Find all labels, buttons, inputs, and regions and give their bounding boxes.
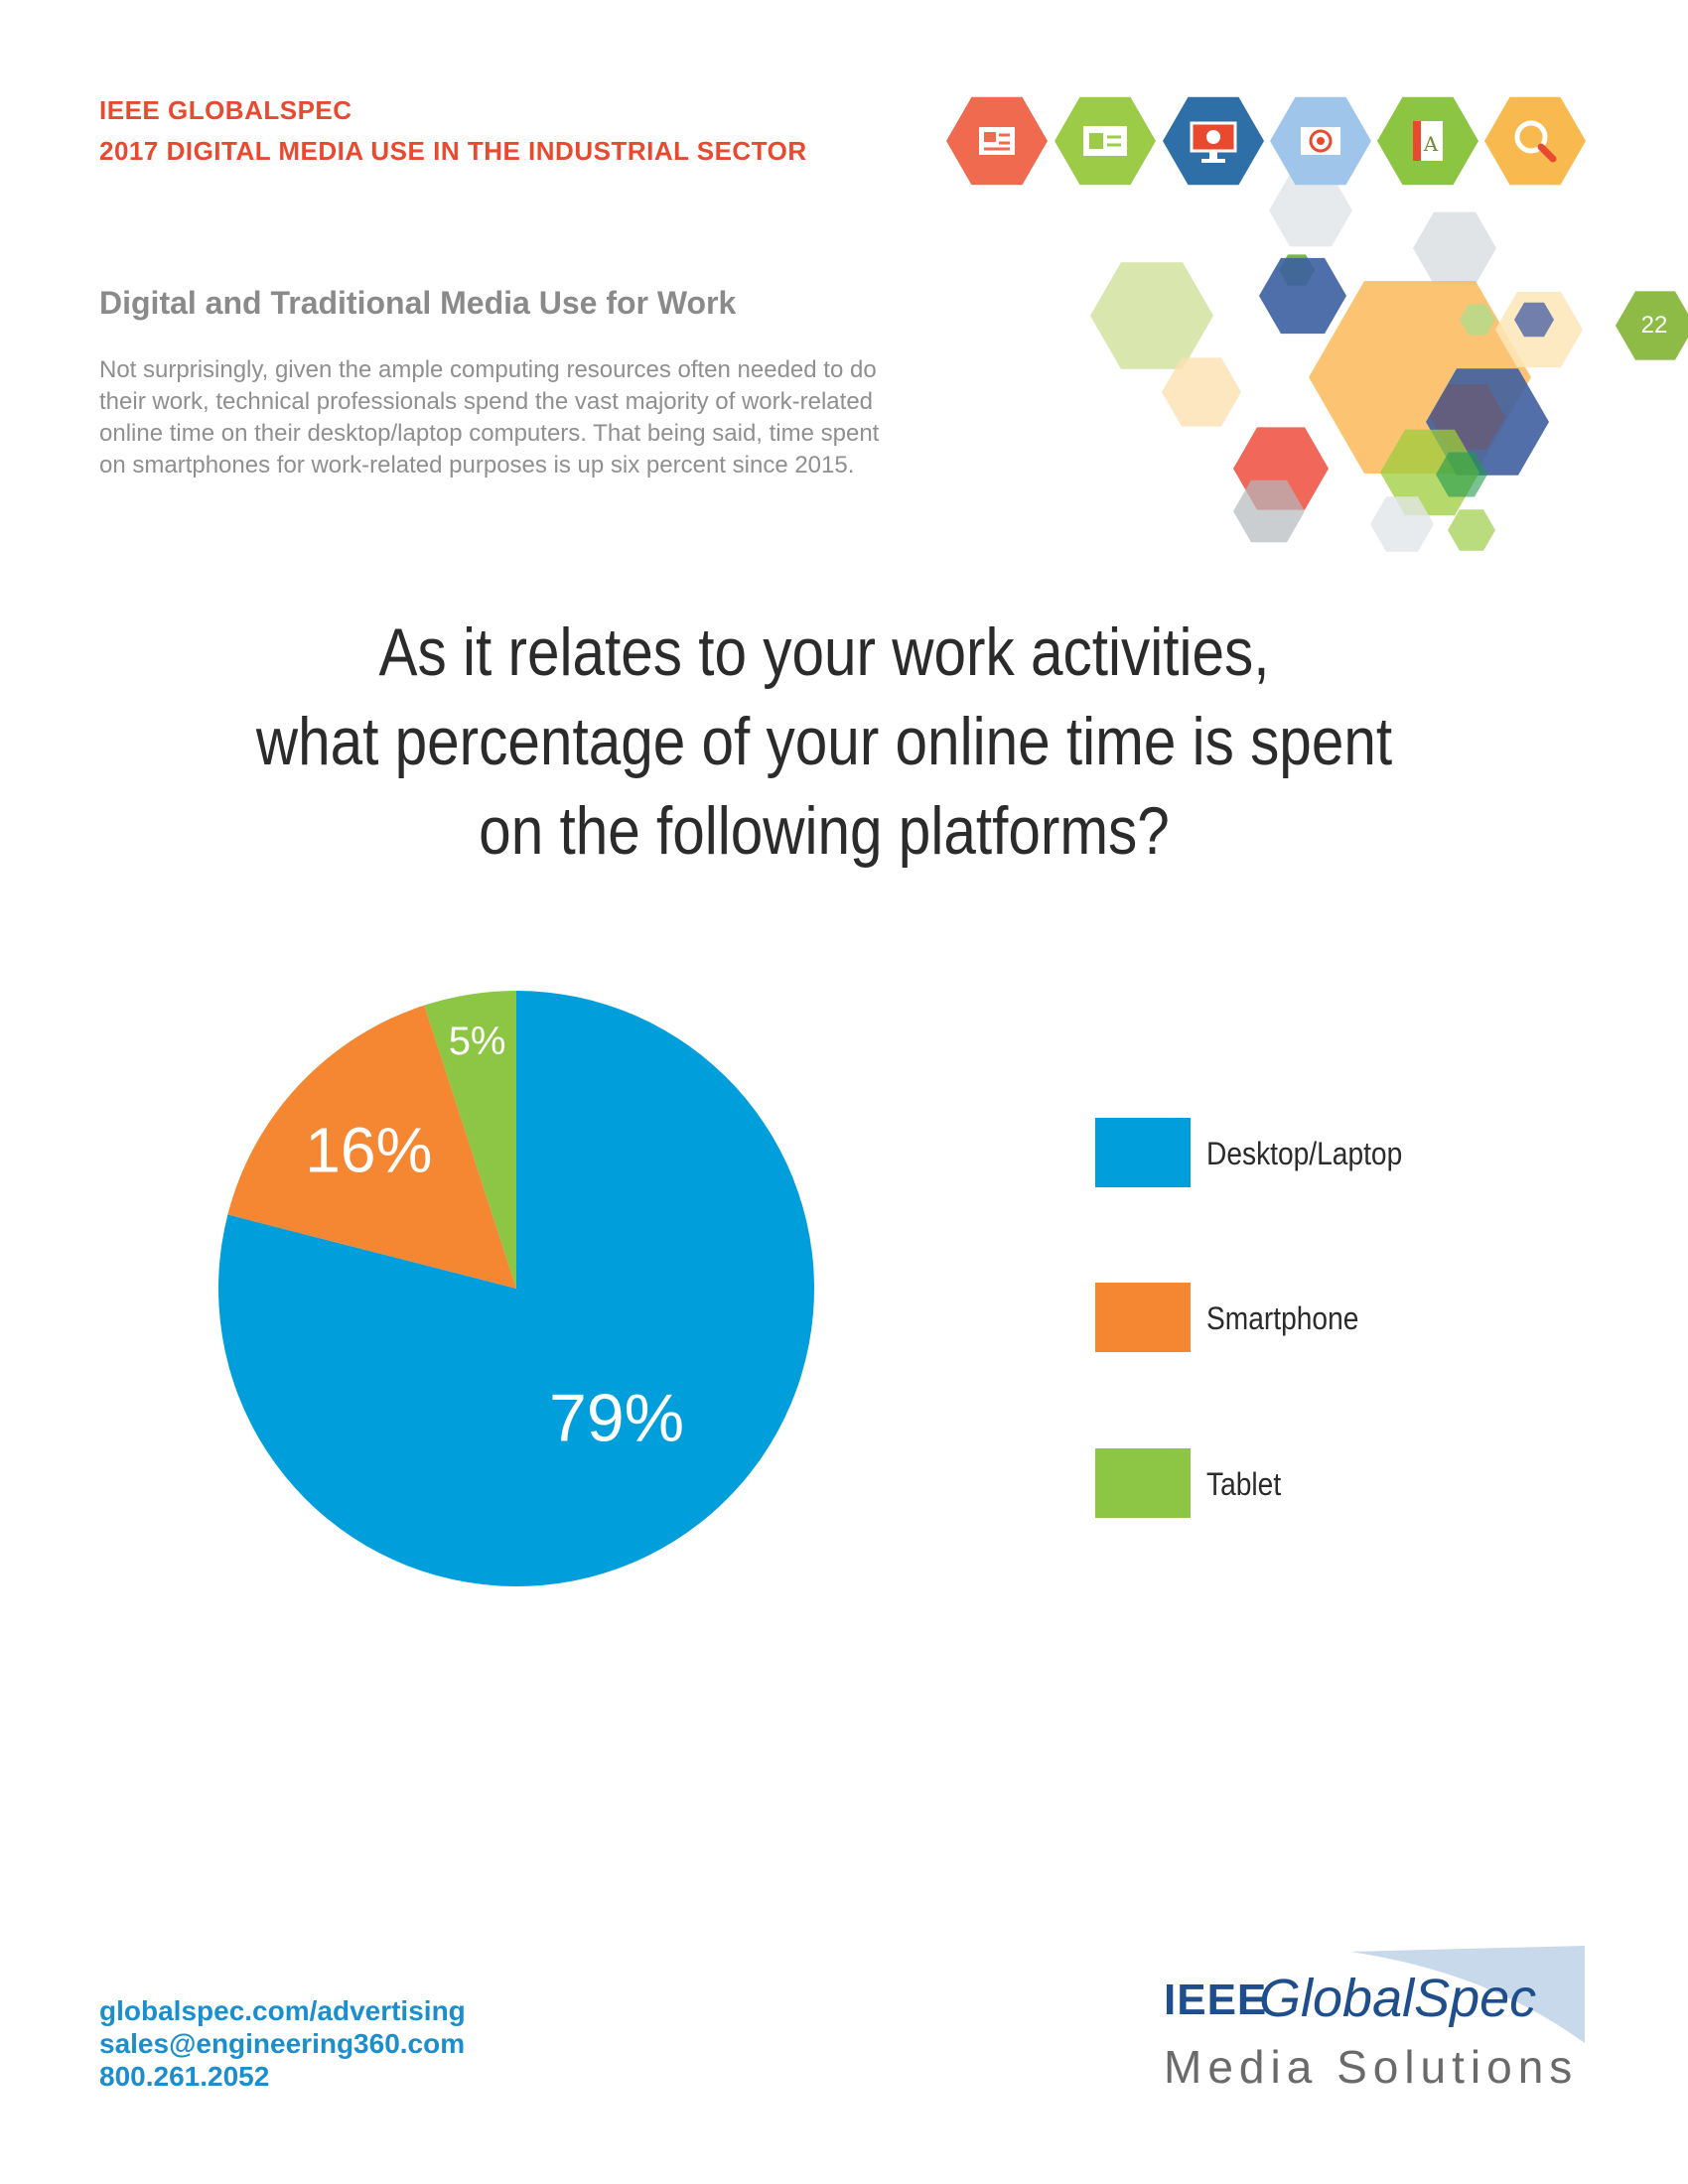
chart-title-line: As it relates to your work activities,: [378, 614, 1270, 690]
intro-line: Not surprisingly, given the ample comput…: [99, 356, 877, 383]
legend-swatch: [1095, 1283, 1191, 1352]
legend-label: Desktop/Laptop: [1206, 1136, 1403, 1171]
chart-title-line: what percentage of your online time is s…: [255, 704, 1393, 779]
decor-hexagon: [1233, 479, 1305, 543]
decor-hexagon: [1370, 496, 1434, 552]
search-icon: [1484, 96, 1586, 186]
decor-hexagon: [1616, 291, 1688, 360]
pie-data-label: 79%: [549, 1380, 684, 1455]
logo-globalspec: GlobalSpec: [1259, 1969, 1537, 2028]
intro-line: on smartphones for work-related purposes…: [99, 452, 855, 478]
legend-swatch: [1095, 1118, 1191, 1187]
legend-label: Tablet: [1206, 1466, 1282, 1502]
brand-name: IEEE GLOBALSPEC: [99, 95, 352, 125]
logo-tagline: Media Solutions: [1164, 2041, 1579, 2093]
intro-paragraph: Not surprisingly, given the ample comput…: [99, 354, 1092, 481]
logo-swoosh: [1350, 1946, 1585, 2043]
logo-ieee: IEEE: [1164, 1976, 1268, 2024]
decorative-hexagons: A: [946, 96, 1688, 552]
footer-website-link[interactable]: globalspec.com/advertising: [99, 1995, 466, 2026]
decor-hexagon: [1413, 211, 1496, 285]
pie-data-label: 16%: [305, 1114, 432, 1185]
pie-slice-tablet: [424, 991, 516, 1289]
pie-data-label: 5%: [449, 1020, 506, 1063]
footer-email-link[interactable]: sales@engineering360.com: [99, 2028, 466, 2059]
pie-slice-smartphone: [227, 1005, 516, 1289]
decor-hexagon: [1514, 302, 1554, 338]
report-title: 2017 DIGITAL MEDIA USE IN THE INDUSTRIAL…: [99, 136, 807, 166]
decor-hexagon: [1436, 452, 1487, 497]
section-title: Digital and Traditional Media Use for Wo…: [99, 285, 737, 321]
decor-hexagon: [1269, 174, 1352, 247]
svg-text:A: A: [1423, 132, 1439, 156]
legend-label: Smartphone: [1206, 1300, 1359, 1336]
monitor-icon: [1163, 96, 1264, 186]
legend-swatch: [1095, 1448, 1191, 1518]
email-target-icon: [1270, 96, 1371, 186]
decor-hexagon: [1460, 304, 1495, 336]
footer-phone: 800.261.2052: [99, 2061, 270, 2092]
decor-hexagon: [1448, 509, 1495, 551]
chart-title: As it relates to your work activities, w…: [201, 608, 1448, 876]
pie-chart: 79% 16% 5%: [218, 991, 815, 1586]
decor-hexagon: [1259, 257, 1346, 335]
intro-line: their work, technical professionals spen…: [99, 388, 874, 415]
page-number: 22: [1640, 312, 1668, 339]
book-icon: A: [1377, 96, 1478, 186]
intro-line: online time on their desktop/laptop comp…: [99, 420, 880, 447]
decor-hexagon: [1162, 357, 1241, 427]
decor-hexagon: [1090, 262, 1213, 369]
pie-slice-desktop-laptop: [218, 991, 815, 1586]
chart-title-line: on the following platforms?: [479, 793, 1170, 869]
webpage-icon: [1055, 96, 1156, 186]
newspaper-icon: [946, 96, 1048, 186]
